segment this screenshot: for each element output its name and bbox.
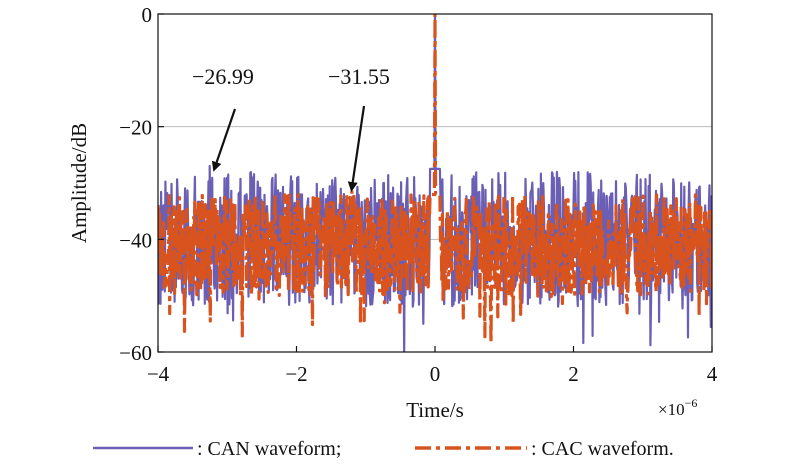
series-can-line bbox=[158, 14, 712, 352]
x-axis-title: Time/s bbox=[406, 398, 464, 422]
series-layer bbox=[158, 14, 712, 352]
x-multiplier-exponent: −6 bbox=[685, 396, 698, 410]
x-tick-label: −4 bbox=[147, 362, 170, 386]
x-multiplier-base: ×10 bbox=[658, 400, 685, 419]
legend-label-can: : CAN waveform; bbox=[197, 438, 341, 460]
y-axis-title: Amplitude/dB bbox=[67, 123, 91, 243]
ticks: −4 −2 0 2 4−60−40−200 bbox=[119, 3, 718, 386]
y-tick-label: 0 bbox=[142, 3, 153, 27]
annotation-can-sidelobe: −26.99 bbox=[192, 64, 254, 89]
legend: : CAN waveform; : CAC waveform. bbox=[93, 438, 674, 460]
x-tick-label: 2 bbox=[568, 362, 579, 386]
annotation-cac-arrow bbox=[347, 105, 366, 192]
x-tick-label: 4 bbox=[707, 362, 718, 386]
y-tick-label: −40 bbox=[119, 228, 152, 252]
annotation-cac-sidelobe: −31.55 bbox=[328, 64, 390, 89]
y-tick-label: −60 bbox=[119, 341, 152, 365]
x-tick-label: −2 bbox=[285, 362, 307, 386]
x-tick-label: 0 bbox=[430, 362, 441, 386]
series-cac-line bbox=[158, 14, 712, 345]
annotation-can-arrow bbox=[211, 108, 237, 172]
y-tick-label: −20 bbox=[119, 116, 152, 140]
x-multiplier: ×10−6 bbox=[658, 396, 697, 419]
legend-label-cac: : CAC waveform. bbox=[531, 438, 674, 460]
